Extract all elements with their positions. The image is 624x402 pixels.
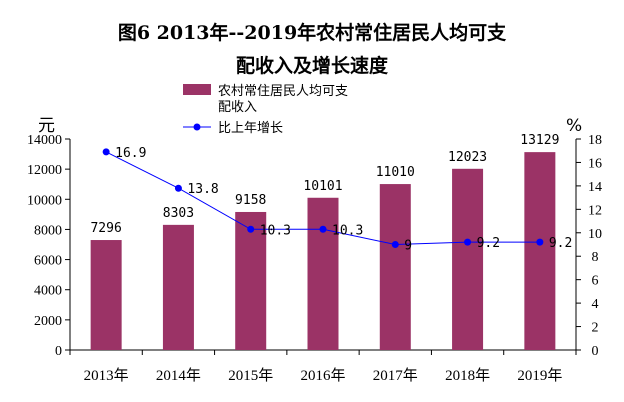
legend-line-label: 比上年增长 xyxy=(218,121,283,136)
bars xyxy=(90,152,556,350)
income-bar-label: 7296 xyxy=(90,221,121,236)
left-tick-label: 2000 xyxy=(34,314,62,329)
income-bar-label: 9158 xyxy=(235,193,266,208)
legend-bar-label-line2: 配收入 xyxy=(218,100,257,115)
income-bar xyxy=(452,168,484,350)
income-bar xyxy=(524,152,556,350)
x-tick-label: 2019年 xyxy=(517,367,562,384)
growth-point-label: 10.3 xyxy=(260,223,291,238)
right-tick-label: 14 xyxy=(588,180,602,195)
left-tick-label: 8000 xyxy=(34,223,62,238)
left-tick-label: 0 xyxy=(55,344,62,359)
bar-labels: 7296 8303 9158 10101 11010 12023 13129 xyxy=(90,133,559,236)
growth-point xyxy=(464,238,472,246)
right-axis-unit: % xyxy=(566,116,582,136)
left-axis-unit: 元 xyxy=(38,116,55,136)
x-axis-ticks: 2013年 2014年 2015年 2016年 2017年 2018年 2019年 xyxy=(69,350,577,384)
income-bar xyxy=(307,197,339,350)
growth-point-label: 9 xyxy=(404,239,412,254)
growth-point-label: 9.2 xyxy=(477,236,500,251)
left-tick-label: 4000 xyxy=(34,284,62,299)
income-bar xyxy=(379,184,411,350)
x-tick-label: 2014年 xyxy=(156,367,201,384)
growth-point-label: 10.3 xyxy=(332,223,363,238)
right-tick-label: 18 xyxy=(588,133,602,148)
income-bar xyxy=(235,211,267,350)
right-tick-label: 2 xyxy=(592,321,599,336)
x-tick-label: 2016年 xyxy=(300,367,345,384)
growth-point-label: 13.8 xyxy=(187,182,218,197)
growth-point xyxy=(319,225,327,233)
x-tick-label: 2013年 xyxy=(84,367,129,384)
left-tick-label: 14000 xyxy=(27,133,62,148)
growth-point xyxy=(247,225,255,233)
growth-point xyxy=(102,148,110,156)
growth-line-labels: 16.9 13.8 10.3 10.3 9 9.2 9.2 xyxy=(115,146,572,254)
right-tick-label: 10 xyxy=(588,227,602,242)
income-bar-label: 10101 xyxy=(303,179,342,194)
growth-point xyxy=(174,184,182,192)
left-axis-ticks: 0 2000 4000 6000 8000 10000 12000 14000 xyxy=(27,133,70,359)
left-tick-label: 10000 xyxy=(27,193,62,208)
legend-line-marker xyxy=(193,123,201,131)
growth-point-label: 16.9 xyxy=(115,146,146,161)
growth-line xyxy=(102,148,544,248)
chart-title-line1: 图6 2013年--2019年农村常住居民人均可支 xyxy=(118,21,507,44)
growth-point-label: 9.2 xyxy=(549,236,572,251)
growth-point xyxy=(391,241,399,248)
x-tick-label: 2015年 xyxy=(228,367,273,384)
right-tick-label: 8 xyxy=(592,250,599,265)
income-bar xyxy=(90,240,122,350)
right-tick-label: 4 xyxy=(592,297,599,312)
x-tick-label: 2017年 xyxy=(373,367,418,384)
right-tick-label: 12 xyxy=(588,203,602,218)
growth-point xyxy=(536,238,544,246)
right-tick-label: 6 xyxy=(592,274,599,289)
right-tick-label: 16 xyxy=(588,156,602,171)
legend-bar-swatch xyxy=(183,84,211,95)
income-bar-label: 12023 xyxy=(448,150,487,165)
x-tick-label: 2018年 xyxy=(445,367,490,384)
income-bar-label: 13129 xyxy=(520,133,559,148)
income-bar-label: 11010 xyxy=(376,165,415,180)
left-tick-label: 12000 xyxy=(27,163,62,178)
right-axis-ticks: 0 2 4 6 8 10 12 14 16 18 xyxy=(576,133,602,359)
left-tick-label: 6000 xyxy=(34,254,62,269)
right-tick-label: 0 xyxy=(592,344,599,359)
income-bar xyxy=(162,224,194,350)
income-bar-label: 8303 xyxy=(163,206,194,221)
legend-bar-label-line1: 农村常住居民人均可支 xyxy=(218,84,348,99)
chart-title-line2: 配收入及增长速度 xyxy=(236,54,389,77)
